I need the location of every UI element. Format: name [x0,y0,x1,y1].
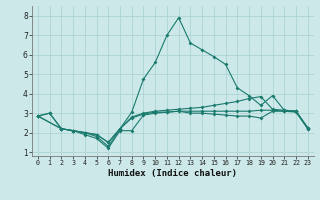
X-axis label: Humidex (Indice chaleur): Humidex (Indice chaleur) [108,169,237,178]
